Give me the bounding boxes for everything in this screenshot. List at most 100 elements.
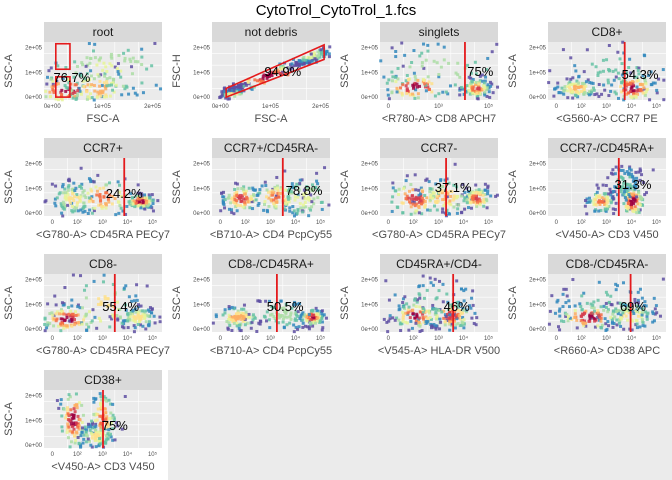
density-bin [117, 72, 121, 76]
density-bin [479, 190, 483, 194]
density-bin [635, 304, 639, 308]
density-bin [388, 317, 392, 321]
density-bin [463, 190, 467, 194]
density-bin [297, 325, 301, 329]
density-bin [108, 193, 112, 197]
density-bin [292, 64, 296, 68]
density-bin [243, 202, 247, 206]
density-bin [140, 55, 144, 59]
density-bin [268, 299, 272, 303]
density-bin [435, 196, 439, 200]
density-bin [133, 60, 137, 64]
density-bin [286, 66, 290, 70]
density-bin [594, 202, 598, 206]
density-bin [623, 171, 627, 175]
density-bin [265, 195, 269, 199]
density-bin [43, 329, 47, 333]
x-tick-label: 10⁵ [148, 335, 158, 342]
density-bin [582, 85, 586, 89]
density-bin [100, 206, 104, 210]
density-bin [434, 327, 438, 331]
density-bin [265, 73, 269, 77]
density-bin [228, 91, 232, 95]
density-bin [609, 294, 613, 298]
density-bin [420, 196, 424, 200]
density-bin [276, 195, 280, 199]
density-bin [606, 310, 610, 314]
density-bin [56, 64, 60, 68]
density-bin [611, 310, 615, 314]
density-bin [428, 276, 432, 280]
density-bin [414, 305, 418, 309]
density-bin [128, 318, 132, 322]
density-bin [95, 189, 99, 193]
density-bin [611, 325, 615, 329]
density-bin [311, 324, 315, 328]
density-bin [396, 77, 400, 81]
density-bin [403, 53, 407, 57]
density-bin [92, 83, 96, 87]
density-bin [410, 61, 414, 65]
density-bin [133, 205, 137, 209]
density-bin [313, 317, 317, 321]
density-bin [460, 323, 464, 327]
density-bin [428, 198, 432, 202]
density-bin [320, 320, 324, 324]
density-bin [641, 307, 645, 311]
density-bin [598, 315, 602, 319]
density-bin [118, 308, 122, 312]
density-bin [592, 88, 596, 92]
density-bin [315, 309, 319, 313]
density-bin [440, 189, 444, 193]
x-tick-label: 0 [219, 336, 223, 342]
density-bin [606, 308, 610, 312]
density-bin [220, 93, 224, 97]
density-bin [252, 193, 256, 197]
density-bin [635, 322, 639, 326]
density-bin [607, 94, 611, 98]
density-bin [271, 306, 275, 310]
density-bin [288, 187, 292, 191]
density-bin [103, 85, 107, 89]
density-bin [74, 186, 78, 190]
density-bin [253, 78, 257, 82]
density-bin [488, 80, 492, 84]
density-bin [453, 319, 457, 323]
density-bin [242, 187, 246, 191]
density-bin [448, 84, 452, 88]
density-bin [68, 395, 72, 399]
density-bin [605, 201, 609, 205]
density-bin [609, 302, 613, 306]
density-bin [59, 90, 63, 94]
density-bin [86, 437, 90, 441]
density-bin [468, 197, 472, 201]
density-bin [99, 422, 103, 426]
density-bin [123, 303, 127, 307]
density-bin [651, 320, 655, 324]
density-bin [574, 82, 578, 86]
density-bin [111, 402, 115, 406]
density-bin [643, 324, 647, 328]
density-bin [61, 303, 65, 307]
density-bin [251, 313, 255, 317]
density-bin [403, 295, 407, 299]
strip-label: CD38+ [84, 373, 122, 387]
density-bin [613, 208, 617, 212]
density-bin [87, 325, 91, 329]
density-bin [101, 280, 105, 284]
density-bin [644, 88, 648, 92]
density-bin [61, 185, 65, 189]
x-tick-label: 10³ [266, 336, 275, 342]
density-bin [306, 56, 310, 60]
density-bin [118, 183, 122, 187]
density-bin [92, 396, 96, 400]
density-bin [652, 319, 656, 323]
density-bin [400, 201, 404, 205]
density-bin [590, 305, 594, 309]
density-bin [643, 54, 647, 58]
density-bin [559, 319, 563, 323]
density-bin [614, 307, 618, 311]
density-bin [230, 305, 234, 309]
density-bin [456, 322, 460, 326]
